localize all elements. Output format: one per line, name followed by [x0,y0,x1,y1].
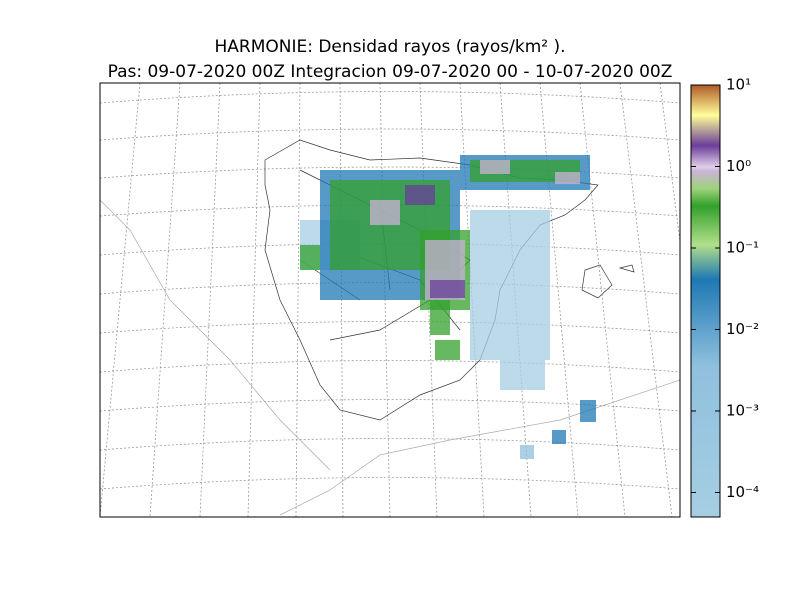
colorbar-scale [690,84,721,518]
colorbar-tick-label: 10⁻¹ [726,238,759,256]
lightning-density [300,155,596,459]
title: HARMONIE: Densidad rayos (rayos/km² ). [214,37,565,57]
colorbar [690,84,721,518]
colorbar-tick-label: 10⁻⁴ [726,483,759,501]
colorbar-tick-label: 10⁰ [726,157,751,175]
colorbar-tick-label: 10⁻³ [726,401,759,419]
map-frame [99,82,681,518]
colorbar-tick-label: 10⁻² [726,320,759,338]
map [100,83,680,517]
subtitle: Pas: 09-07-2020 00Z Integracion 09-07-20… [108,62,673,82]
colorbar-tick-label: 10¹ [726,76,751,94]
